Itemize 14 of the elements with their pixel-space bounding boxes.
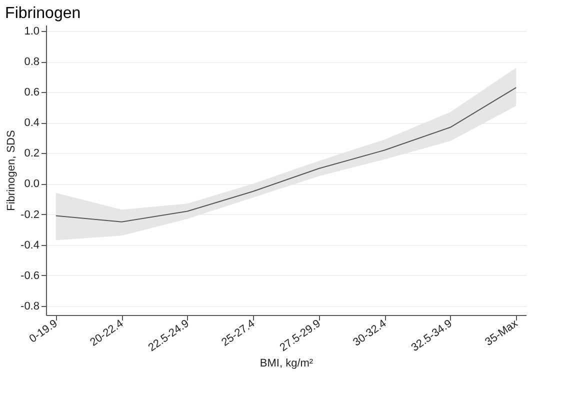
line-series bbox=[55, 87, 517, 222]
y-axis-title: Fibrinogen, SDS bbox=[6, 130, 18, 211]
y-tick-label: 0.0 bbox=[24, 178, 40, 190]
y-tick-label: 0.8 bbox=[24, 56, 40, 68]
y-tick-label: 0.6 bbox=[24, 86, 40, 99]
x-axis-title: BMI, kg/m² bbox=[260, 357, 314, 370]
y-tick-label: 1.0 bbox=[24, 26, 40, 38]
y-tick-label: -0.6 bbox=[20, 270, 40, 282]
y-tick-label: -0.8 bbox=[20, 300, 40, 312]
y-tick-label: 0.4 bbox=[24, 117, 40, 130]
y-tick-label: -0.2 bbox=[20, 208, 40, 221]
y-tick-label: -0.4 bbox=[20, 239, 40, 252]
chart-title: Fibrinogen bbox=[5, 5, 81, 22]
y-tick-label: 0.2 bbox=[24, 148, 40, 160]
